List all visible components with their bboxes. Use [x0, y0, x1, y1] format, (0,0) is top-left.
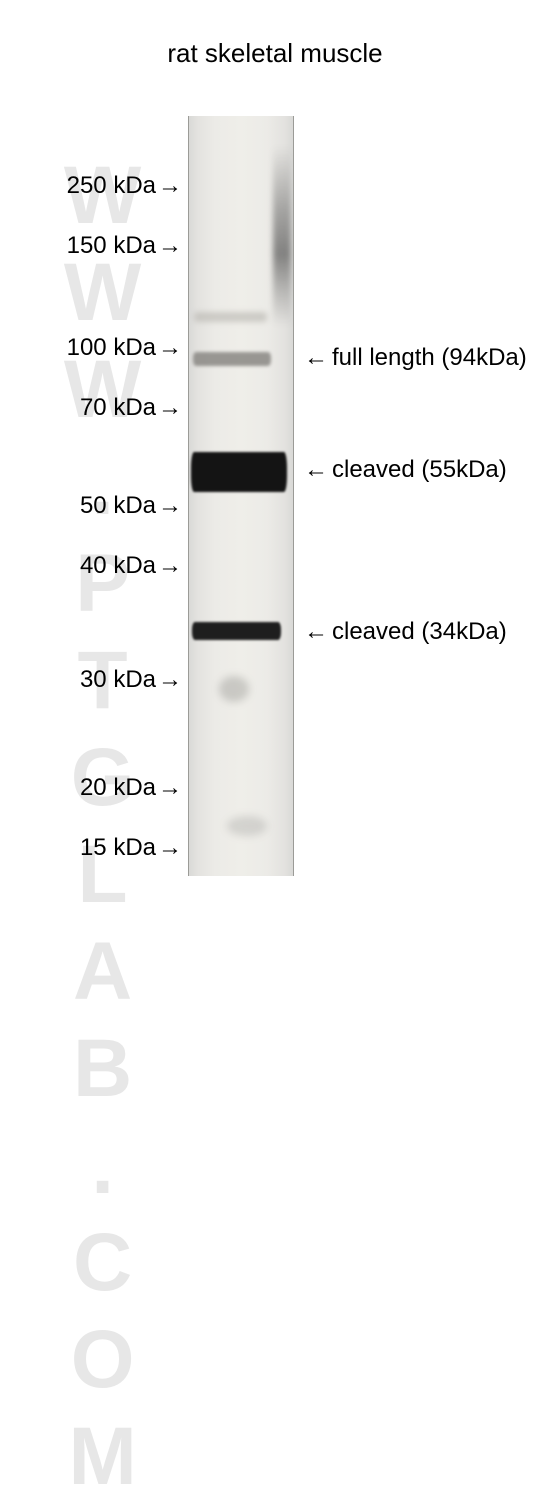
band-annotation-text: cleaved (55kDa)	[332, 456, 507, 483]
band-annotation-2: ←cleaved (34kDa)	[304, 618, 507, 646]
mw-label-text: 70 kDa	[80, 394, 156, 421]
mw-label-150kda: 150 kDa→	[67, 232, 182, 260]
mw-label-40kda: 40 kDa→	[80, 552, 182, 580]
lane-smudge-0	[219, 676, 249, 702]
arrow-left-icon: ←	[304, 456, 328, 484]
mw-label-text: 100 kDa	[67, 334, 156, 361]
mw-label-70kda: 70 kDa→	[80, 394, 182, 422]
mw-label-250kda: 250 kDa→	[67, 172, 182, 200]
band-faint-high-mw	[194, 312, 267, 322]
arrow-right-icon: →	[158, 334, 182, 362]
lane-smudge-1	[227, 816, 267, 836]
band-annotation-0: ←full length (94kDa)	[304, 344, 527, 372]
mw-label-15kda: 15 kDa→	[80, 834, 182, 862]
arrow-right-icon: →	[158, 834, 182, 862]
figure-title: rat skeletal muscle	[0, 38, 550, 69]
mw-label-text: 30 kDa	[80, 666, 156, 693]
band-annotation-text: cleaved (34kDa)	[332, 618, 507, 645]
band-annotation-1: ←cleaved (55kDa)	[304, 456, 507, 484]
arrow-right-icon: →	[158, 492, 182, 520]
blot-lane	[188, 116, 294, 876]
mw-label-100kda: 100 kDa→	[67, 334, 182, 362]
arrow-right-icon: →	[158, 394, 182, 422]
band-full-length-94kda	[193, 352, 271, 366]
arrow-right-icon: →	[158, 774, 182, 802]
mw-label-text: 50 kDa	[80, 492, 156, 519]
mw-label-30kda: 30 kDa→	[80, 666, 182, 694]
band-annotation-text: full length (94kDa)	[332, 344, 527, 371]
band-cleaved-34kda	[192, 622, 280, 640]
mw-label-text: 250 kDa	[67, 172, 156, 199]
arrow-right-icon: →	[158, 666, 182, 694]
band-cleaved-55kda	[191, 452, 287, 492]
arrow-left-icon: ←	[304, 344, 328, 372]
mw-label-text: 15 kDa	[80, 834, 156, 861]
arrow-right-icon: →	[158, 552, 182, 580]
mw-label-text: 20 kDa	[80, 774, 156, 801]
arrow-left-icon: ←	[304, 618, 328, 646]
mw-label-20kda: 20 kDa→	[80, 774, 182, 802]
arrow-right-icon: →	[158, 172, 182, 200]
mw-label-text: 40 kDa	[80, 552, 156, 579]
mw-label-50kda: 50 kDa→	[80, 492, 182, 520]
arrow-right-icon: →	[158, 232, 182, 260]
mw-label-text: 150 kDa	[67, 232, 156, 259]
lane-edge-noise	[273, 146, 291, 326]
